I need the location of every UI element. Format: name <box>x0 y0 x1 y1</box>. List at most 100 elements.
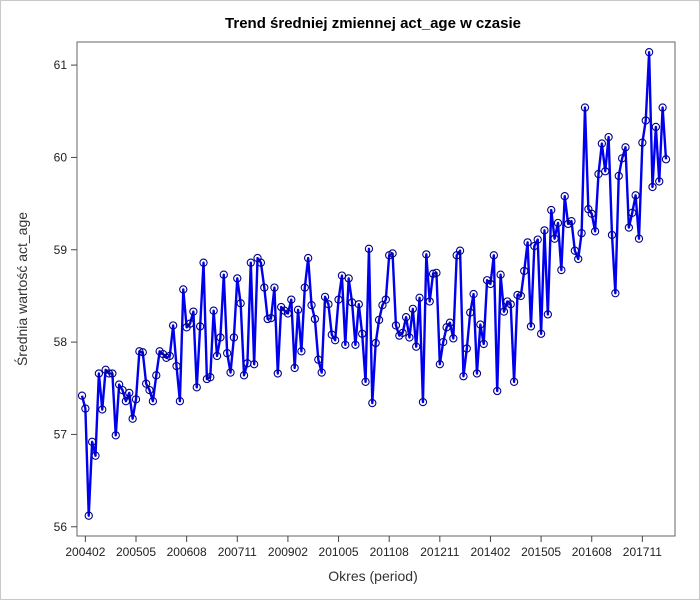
data-point <box>260 283 269 292</box>
data-point <box>405 333 414 342</box>
data-point <box>287 295 296 304</box>
data-point <box>621 143 630 152</box>
data-point <box>476 320 485 329</box>
data-point <box>412 342 421 351</box>
data-point <box>300 283 309 292</box>
x-tick-label: 201005 <box>319 545 359 559</box>
data-point <box>216 333 225 342</box>
data-point <box>307 301 316 310</box>
data-point <box>408 304 417 313</box>
data-point <box>283 309 293 318</box>
y-axis-label: Średnia wartość act_age <box>13 212 30 366</box>
data-point <box>540 226 549 235</box>
data-point <box>428 269 438 278</box>
data-point <box>273 369 282 378</box>
data-point <box>212 351 222 361</box>
data-point <box>297 347 306 356</box>
data-point <box>121 397 131 406</box>
data-point <box>341 340 350 350</box>
data-point <box>472 369 482 378</box>
data-point <box>513 290 522 300</box>
x-tick-label: 200402 <box>65 545 105 559</box>
data-point <box>324 300 333 309</box>
data-point <box>104 369 114 378</box>
data-point <box>185 319 195 328</box>
y-tick-label: 61 <box>54 58 68 72</box>
x-tick-label: 201402 <box>470 545 510 559</box>
data-point <box>87 437 97 446</box>
data-point <box>432 268 441 277</box>
data-point <box>135 347 144 356</box>
data-point <box>651 122 661 132</box>
data-point <box>415 293 424 302</box>
data-point <box>655 177 664 186</box>
data-point <box>466 308 475 317</box>
data-point <box>219 270 228 279</box>
data-point <box>661 155 671 164</box>
x-tick-label: 201211 <box>420 545 459 559</box>
data-point <box>641 116 650 125</box>
data-point <box>290 363 299 373</box>
data-point <box>270 283 279 292</box>
x-tick-label: 200608 <box>167 545 207 559</box>
data-point <box>148 397 158 406</box>
data-point <box>199 258 208 267</box>
data-point <box>131 395 141 404</box>
data-point <box>310 314 320 324</box>
x-tick-label: 201608 <box>572 545 612 559</box>
data-point <box>459 372 468 381</box>
data-point <box>361 377 370 386</box>
y-tick-label: 59 <box>54 243 68 257</box>
data-point <box>509 377 519 386</box>
data-point <box>128 414 137 423</box>
data-point <box>398 328 407 338</box>
data-point <box>266 313 276 323</box>
data-point <box>493 386 502 396</box>
data-point <box>557 265 566 275</box>
data-point <box>229 333 239 342</box>
data-point <box>469 289 478 299</box>
data-point <box>611 289 620 298</box>
data-point <box>462 344 471 353</box>
data-point <box>226 368 235 377</box>
data-point <box>304 253 313 263</box>
data-point <box>168 321 178 330</box>
data-point <box>574 254 583 264</box>
data-point <box>479 339 488 349</box>
data-point <box>547 205 556 215</box>
data-point <box>368 398 377 408</box>
x-axis: 200402 200505 200608 200711 200902 201005 2011… <box>65 536 662 559</box>
x-tick-label: 200711 <box>218 545 257 559</box>
data-point <box>84 511 93 520</box>
data-point <box>189 307 198 316</box>
data-point <box>570 246 580 255</box>
data-point <box>381 295 390 304</box>
data-point <box>658 103 667 112</box>
data-point <box>81 404 90 413</box>
y-tick-label: 60 <box>54 150 68 164</box>
data-point <box>364 244 374 253</box>
data-point <box>344 274 353 283</box>
data-point <box>401 313 411 322</box>
data-point <box>506 300 515 309</box>
x-tick-label: 201505 <box>521 545 561 559</box>
y-tick-label: 56 <box>54 520 68 534</box>
data-point <box>553 218 563 228</box>
data-point <box>246 258 255 267</box>
data-point <box>108 369 117 378</box>
data-point <box>648 182 657 192</box>
data-point <box>567 216 576 226</box>
data-point <box>165 351 174 361</box>
data-point <box>580 103 590 112</box>
data-point <box>263 314 272 324</box>
data-point <box>449 334 458 343</box>
data-point <box>125 388 134 398</box>
data-point <box>614 171 623 181</box>
data-point <box>601 167 610 176</box>
y-tick-label: 57 <box>54 427 68 441</box>
data-point <box>439 337 448 347</box>
data-point <box>486 279 495 289</box>
x-tick-label: 201711 <box>623 545 662 559</box>
